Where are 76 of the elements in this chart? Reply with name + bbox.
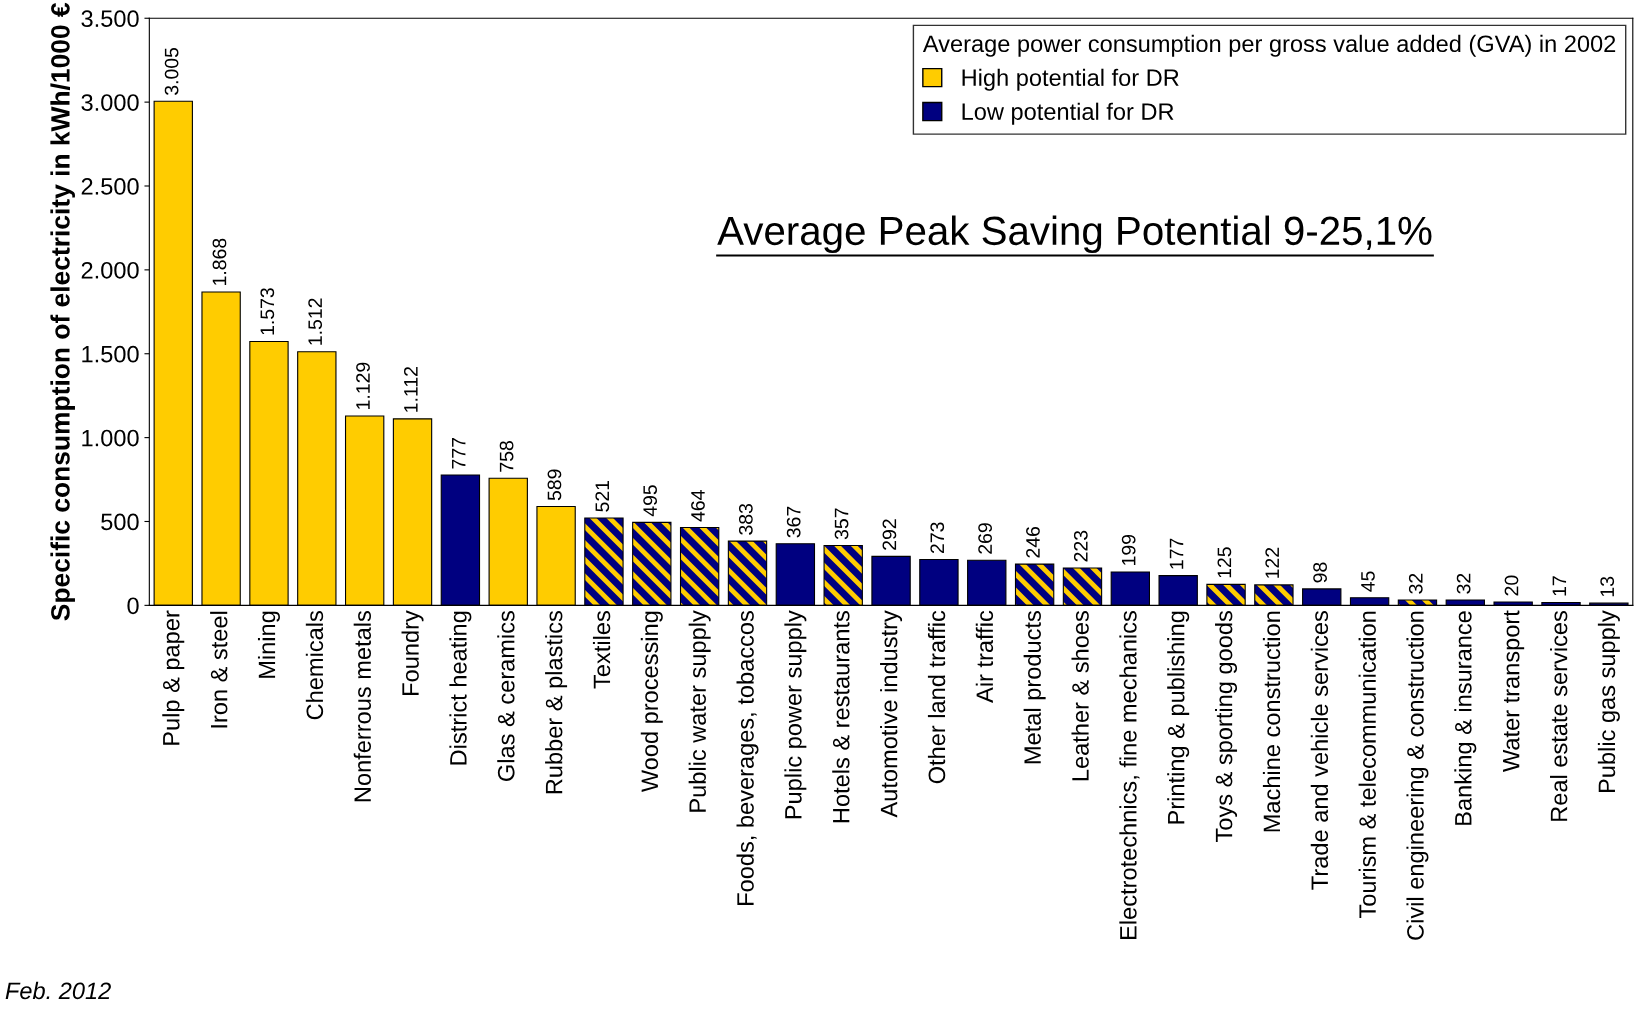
data-label: 3.005	[164, 47, 179, 95]
x-tick-label: Public water supply	[688, 610, 711, 812]
x-tick-label: Mining	[257, 611, 280, 678]
y-tick-label: 1.500	[82, 345, 139, 363]
y-tick-label: 2.000	[81, 261, 139, 279]
x-tick-label: Nonferrous metals	[353, 611, 372, 802]
data-label: 1.112	[403, 367, 418, 412]
data-label: 777	[452, 438, 466, 469]
data-label: 13	[1600, 576, 1615, 597]
x-tick-label: Automotive industry	[880, 610, 903, 818]
x-tick-label: Printing & publishing	[1167, 611, 1190, 824]
x-tick-label: Textiles	[592, 611, 611, 689]
y-tick-label: 3.000	[81, 94, 139, 111]
data-label: 122	[1265, 547, 1279, 578]
data-label: 1.868	[212, 238, 227, 285]
x-tick-label: Trade and vehicle services	[1310, 611, 1329, 890]
x-tick-label: Other land traffic	[927, 610, 946, 784]
x-tick-label: Glas & ceramics	[497, 611, 515, 781]
x-tick-label: Leather & shoes	[1071, 611, 1089, 781]
y-tick-label: 3.500	[81, 10, 139, 28]
x-tick-label: Machine construction	[1262, 611, 1281, 832]
data-label: 464	[691, 490, 705, 522]
x-tick-label: Rubber & plastics	[545, 611, 568, 794]
x-tick-label: Real estate services	[1550, 611, 1568, 821]
data-label: 20	[1504, 575, 1519, 596]
data-label: 495	[643, 485, 658, 517]
data-label: 521	[595, 480, 610, 512]
y-tick-label: 2.500	[81, 178, 139, 195]
data-label: 32	[1408, 573, 1423, 594]
x-tick-label: Tourism & telecommunication	[1358, 611, 1376, 919]
legend-label: Low potential for DR	[962, 102, 1174, 125]
x-tick-label: Air traffic	[975, 610, 994, 703]
annotation: Average Peak Saving Potential 9-25,1%	[717, 215, 1432, 254]
data-label: 223	[1073, 530, 1088, 562]
x-tick-label: Toys & sporting goods	[1215, 611, 1238, 842]
x-tick-label: Electrotechnics, fine mechanics	[1119, 611, 1140, 939]
data-label: 589	[547, 469, 562, 501]
data-label: 98	[1313, 562, 1327, 583]
data-label: 383	[738, 503, 753, 535]
x-tick-label: Public gas supply	[1597, 610, 1620, 793]
x-tick-label: Pulp & paper	[162, 610, 185, 745]
x-tick-label: Iron & steel	[210, 611, 228, 728]
legend-title: Average power consumption per gross value added (GVA) in 2002	[922, 34, 1616, 57]
data-label: 45	[1361, 571, 1375, 592]
data-label: 246	[1026, 526, 1040, 558]
data-label: 17	[1552, 576, 1567, 596]
x-tick-label: Water transport	[1503, 610, 1525, 772]
legend-label: High potential for DR	[962, 68, 1179, 91]
x-tick-label: District heating	[449, 611, 472, 765]
x-tick-label: Banking & insurance	[1454, 611, 1477, 825]
text: Feb. 2012	[5, 981, 111, 1000]
data-label: 1.573	[260, 288, 275, 335]
x-tick-label: Metal products	[1023, 611, 1046, 764]
x-tick-label: Civil engineering & construction	[1406, 611, 1429, 940]
data-label: 1.512	[308, 298, 323, 345]
x-tick-label: Foods, beverages, tobaccos	[736, 611, 759, 905]
data-label: 273	[930, 522, 945, 554]
data-label: 125	[1217, 547, 1232, 578]
data-label: 1.129	[356, 362, 370, 409]
x-tick-label: Chemicals	[305, 611, 324, 720]
y-axis-title: Specific consumption of electricity in kWh/1000 €	[50, 2, 75, 621]
x-tick-label: Hotels & restaurants	[832, 611, 850, 823]
data-label: 269	[978, 523, 992, 554]
x-tick-label: Wood processing	[640, 611, 663, 793]
data-label: 292	[882, 519, 897, 550]
data-label: 177	[1169, 538, 1184, 569]
y-tick-label: 0	[127, 597, 139, 615]
data-label: 758	[499, 441, 514, 472]
y-tick-label: 1.000	[82, 429, 139, 447]
y-tick-label: 500	[101, 513, 139, 531]
data-label: 367	[786, 506, 801, 538]
x-tick-label: Puplic power supply	[784, 610, 807, 819]
data-label: 357	[834, 508, 849, 540]
x-tick-label: Foundry	[401, 610, 424, 695]
data-label: 32	[1456, 573, 1471, 594]
data-label: 199	[1121, 534, 1136, 565]
